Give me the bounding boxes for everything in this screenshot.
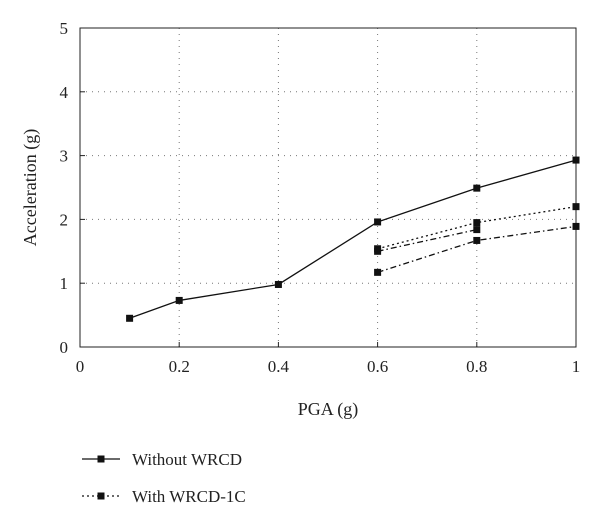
data-point — [374, 268, 382, 276]
data-point — [572, 222, 580, 230]
series-4 — [374, 222, 580, 276]
grid-lines — [80, 28, 576, 347]
data-point — [374, 218, 382, 226]
data-point — [473, 219, 481, 227]
data-point — [473, 184, 481, 192]
data-point — [572, 203, 580, 211]
data-point — [473, 226, 481, 234]
series-line — [377, 228, 477, 252]
data-point — [572, 156, 580, 164]
y-tick-label: 1 — [60, 274, 69, 293]
y-tick-label: 5 — [60, 19, 69, 38]
x-axis-label: PGA (g) — [298, 399, 359, 420]
x-tick-label: 0.8 — [466, 357, 487, 376]
data-point — [175, 296, 183, 304]
series-line — [129, 159, 577, 319]
legend-label: Without WRCD — [132, 450, 242, 469]
data-point — [473, 236, 481, 244]
data-point — [126, 314, 134, 322]
legend-label: With WRCD-1C — [132, 487, 246, 506]
x-tick-label: 0 — [76, 357, 85, 376]
y-tick-label: 4 — [60, 83, 69, 102]
series-line — [377, 225, 577, 273]
y-tick-label: 2 — [60, 210, 69, 229]
legend-item: Without WRCD — [82, 450, 242, 469]
axis-ticks: 0 0.2 0.4 0.6 0.8 1 0 1 2 3 4 5 — [60, 19, 581, 376]
x-tick-label: 0.6 — [367, 357, 388, 376]
data-point — [274, 280, 282, 288]
x-tick-label: 0.2 — [169, 357, 190, 376]
series-3 — [374, 226, 481, 255]
series-layer — [126, 156, 580, 322]
legend-marker — [97, 455, 105, 463]
legend: Without WRCD With WRCD-1C — [82, 450, 246, 506]
x-tick-label: 0.4 — [268, 357, 290, 376]
y-tick-label: 3 — [60, 147, 69, 166]
series-1 — [126, 156, 580, 322]
y-axis-label: Acceleration (g) — [20, 129, 41, 246]
legend-marker — [97, 492, 105, 500]
data-point — [374, 247, 382, 255]
legend-item: With WRCD-1C — [82, 487, 246, 506]
x-tick-label: 1 — [572, 357, 581, 376]
plot-area-frame — [79, 27, 577, 348]
y-tick-label: 0 — [60, 338, 69, 357]
